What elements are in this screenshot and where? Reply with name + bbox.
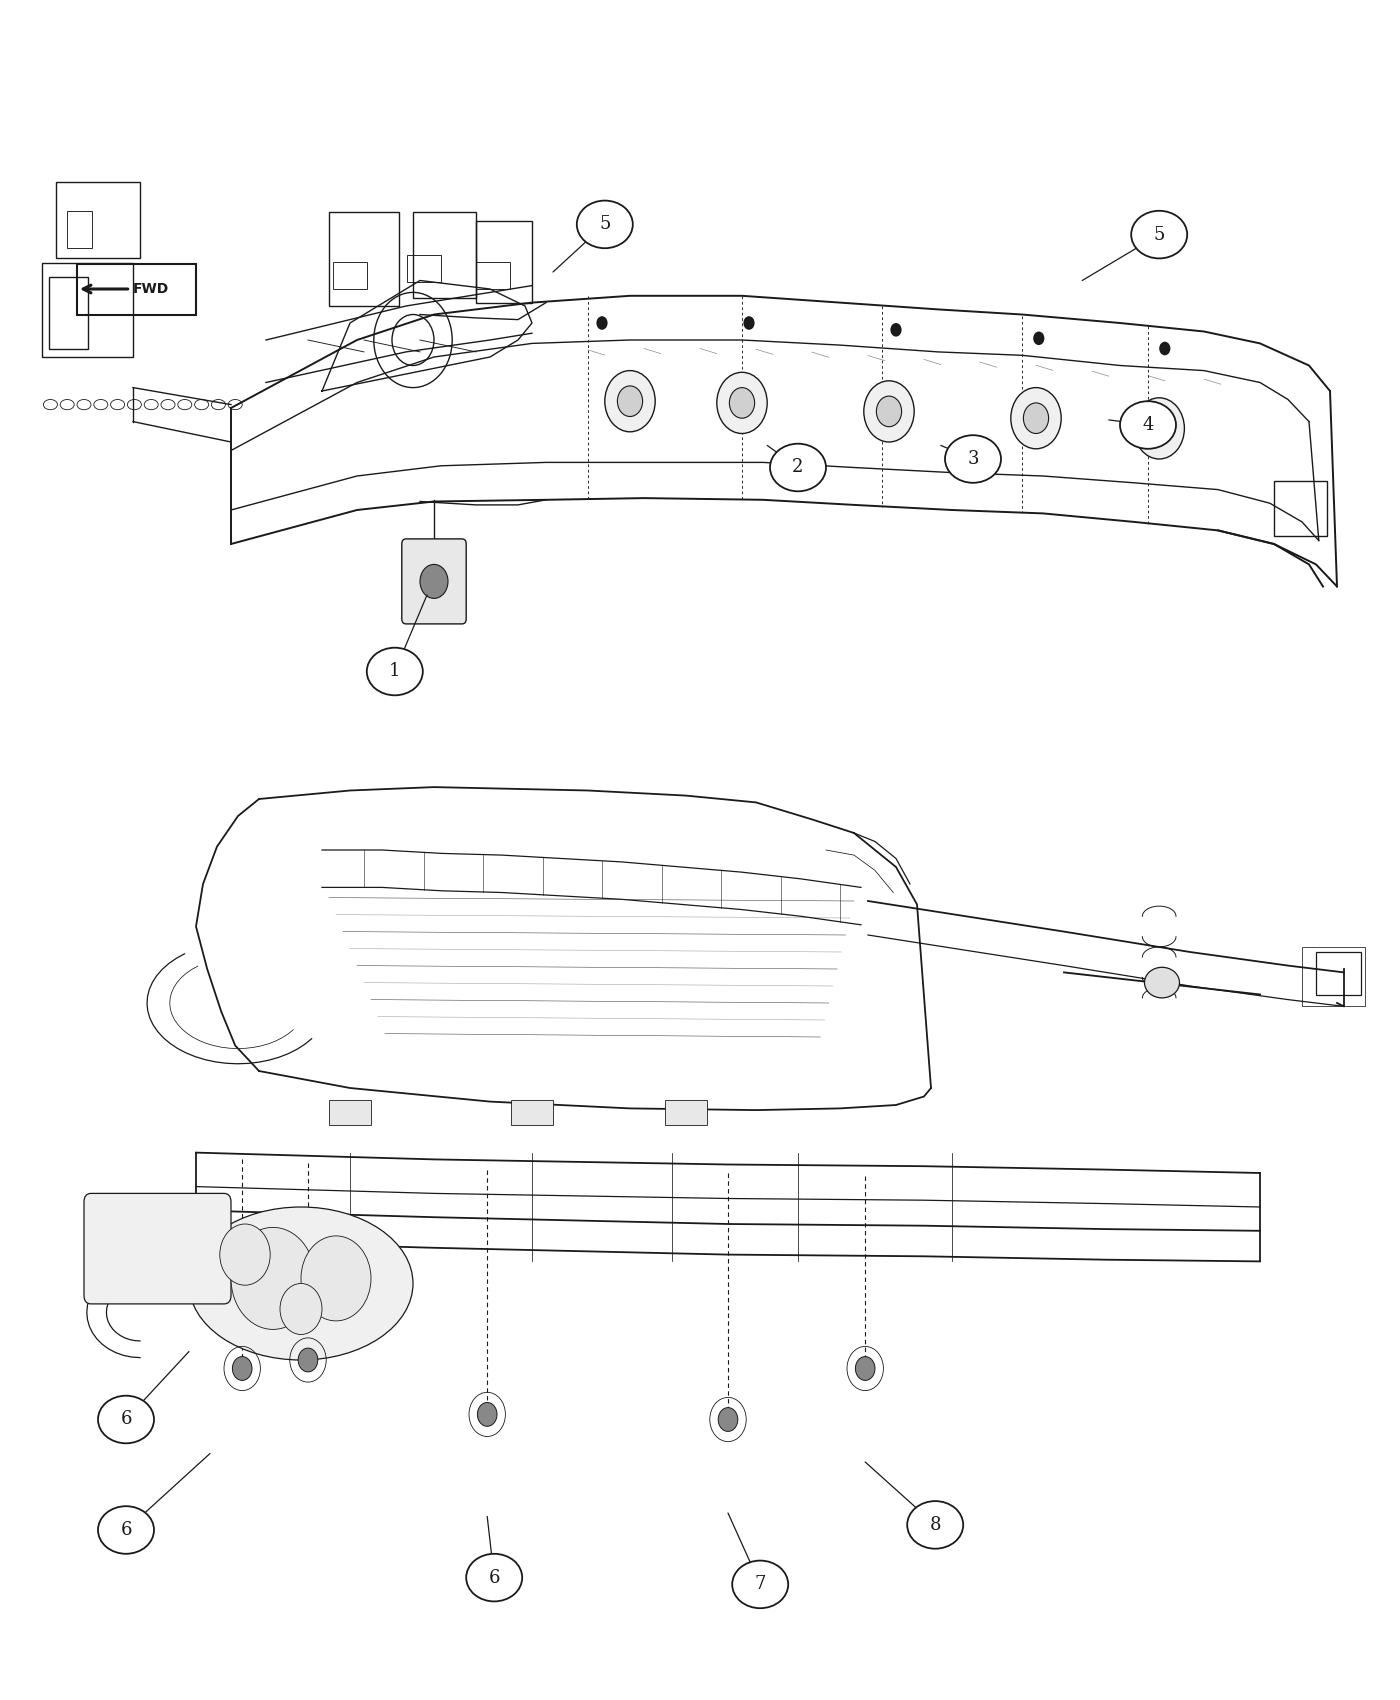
Circle shape <box>1159 342 1170 355</box>
Bar <box>1316 952 1361 994</box>
Bar <box>476 262 510 289</box>
Ellipse shape <box>1131 211 1187 258</box>
Bar <box>42 264 133 357</box>
FancyBboxPatch shape <box>84 1193 231 1304</box>
Bar <box>511 1100 553 1125</box>
Bar <box>329 212 399 306</box>
Circle shape <box>477 1402 497 1426</box>
Bar <box>67 211 92 248</box>
Bar <box>49 277 88 348</box>
Ellipse shape <box>770 444 826 491</box>
Text: 6: 6 <box>120 1522 132 1538</box>
Circle shape <box>280 1284 322 1334</box>
Circle shape <box>1023 403 1049 434</box>
Ellipse shape <box>1120 401 1176 449</box>
Ellipse shape <box>98 1506 154 1554</box>
Circle shape <box>1033 332 1044 345</box>
Circle shape <box>298 1348 318 1372</box>
Text: 6: 6 <box>120 1411 132 1428</box>
Circle shape <box>617 386 643 416</box>
Ellipse shape <box>466 1554 522 1601</box>
Ellipse shape <box>907 1501 963 1549</box>
Ellipse shape <box>98 1396 154 1443</box>
FancyBboxPatch shape <box>402 539 466 624</box>
Circle shape <box>596 316 608 330</box>
Circle shape <box>864 381 914 442</box>
Bar <box>407 255 441 282</box>
Ellipse shape <box>732 1561 788 1608</box>
Circle shape <box>743 316 755 330</box>
Circle shape <box>729 388 755 418</box>
Text: 7: 7 <box>755 1576 766 1593</box>
Text: 6: 6 <box>489 1569 500 1586</box>
Ellipse shape <box>1145 967 1179 998</box>
Circle shape <box>301 1236 371 1321</box>
Bar <box>665 1100 707 1125</box>
Text: 8: 8 <box>930 1516 941 1533</box>
Text: 4: 4 <box>1142 416 1154 434</box>
Circle shape <box>855 1357 875 1380</box>
Bar <box>56 182 140 258</box>
Circle shape <box>890 323 902 337</box>
Bar <box>329 1100 371 1125</box>
Bar <box>333 262 367 289</box>
Text: 5: 5 <box>599 216 610 233</box>
Circle shape <box>420 564 448 598</box>
Ellipse shape <box>367 648 423 695</box>
Circle shape <box>231 1227 315 1329</box>
Circle shape <box>1134 398 1184 459</box>
Ellipse shape <box>577 201 633 248</box>
Circle shape <box>1011 388 1061 449</box>
Circle shape <box>232 1357 252 1380</box>
Text: 3: 3 <box>967 450 979 468</box>
Bar <box>1302 947 1365 1006</box>
Circle shape <box>605 371 655 432</box>
Circle shape <box>220 1224 270 1285</box>
Text: 2: 2 <box>792 459 804 476</box>
Ellipse shape <box>189 1207 413 1360</box>
Circle shape <box>1147 413 1172 444</box>
Text: 5: 5 <box>1154 226 1165 243</box>
Text: 1: 1 <box>389 663 400 680</box>
Bar <box>413 212 476 298</box>
Circle shape <box>876 396 902 427</box>
Ellipse shape <box>945 435 1001 483</box>
Circle shape <box>718 1408 738 1431</box>
Text: FWD: FWD <box>133 282 169 296</box>
Circle shape <box>717 372 767 434</box>
Bar <box>1274 481 1327 536</box>
Bar <box>476 221 532 303</box>
